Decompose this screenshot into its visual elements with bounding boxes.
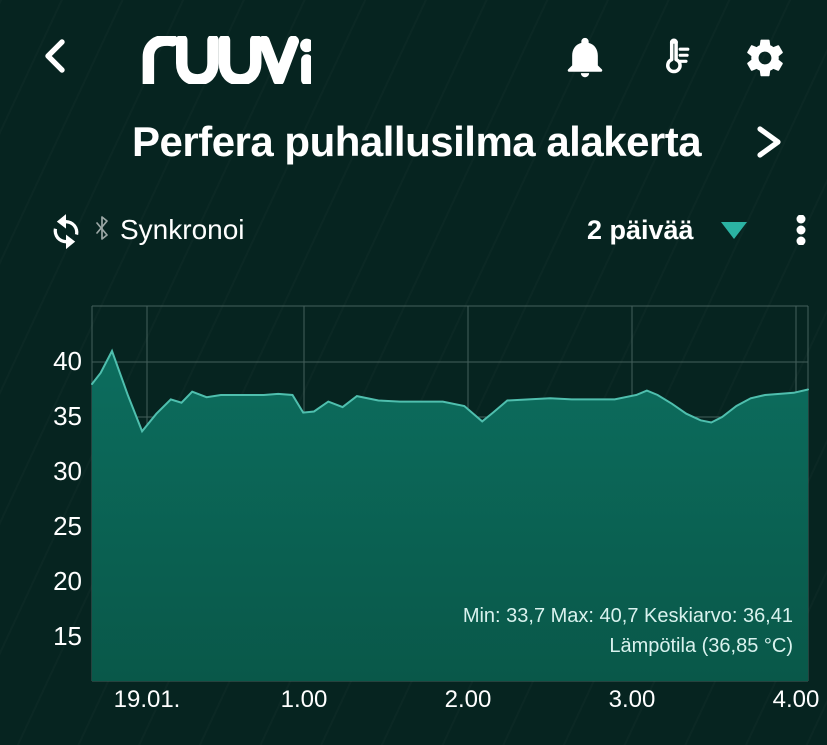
svg-text:25: 25: [53, 511, 82, 541]
svg-text:19.01.: 19.01.: [114, 686, 181, 713]
svg-text:40: 40: [53, 346, 82, 376]
svg-text:35: 35: [53, 401, 82, 431]
svg-text:30: 30: [53, 456, 82, 486]
svg-text:Min: 33,7 Max: 40,7 Keskiarvo:: Min: 33,7 Max: 40,7 Keskiarvo: 36,41: [463, 605, 793, 627]
svg-text:3.00: 3.00: [609, 686, 656, 713]
svg-text:4.00: 4.00: [773, 686, 820, 713]
svg-text:2.00: 2.00: [445, 686, 492, 713]
svg-text:1.00: 1.00: [281, 686, 328, 713]
svg-text:15: 15: [53, 621, 82, 651]
svg-text:20: 20: [53, 566, 82, 596]
svg-text:Lämpötila (36,85 °C): Lämpötila (36,85 °C): [609, 635, 793, 657]
